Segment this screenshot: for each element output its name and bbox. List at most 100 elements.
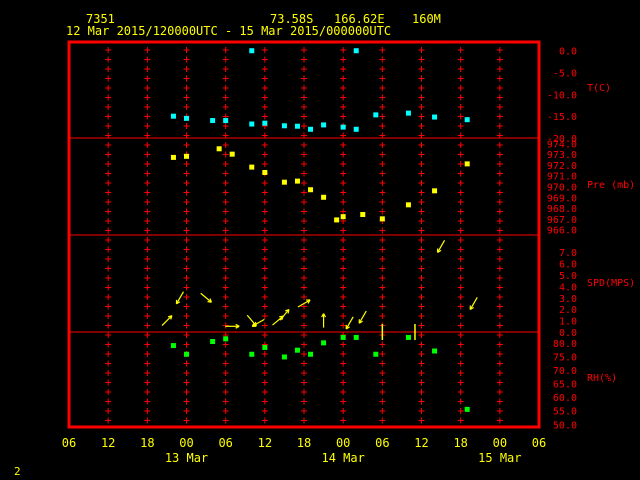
temperature-point bbox=[464, 117, 470, 123]
wind-arrow bbox=[246, 314, 257, 327]
y-tick-label: 55.0 bbox=[553, 407, 577, 418]
relative_humidity-point bbox=[432, 348, 438, 354]
y-tick-label: 971.0 bbox=[547, 172, 577, 183]
wind-arrow bbox=[469, 297, 478, 310]
station-lat: 73.58S bbox=[270, 12, 313, 26]
temperature-point bbox=[294, 123, 300, 129]
pressure-point bbox=[360, 212, 366, 218]
relative_humidity-point bbox=[262, 344, 268, 350]
pressure-point bbox=[432, 188, 438, 194]
y-tick-label: -20.0 bbox=[547, 134, 577, 145]
panel-label: T(C) bbox=[587, 83, 611, 94]
panel-label: Pre (mb) bbox=[587, 180, 635, 191]
wind-arrow-head bbox=[307, 299, 311, 304]
y-tick-label: 968.0 bbox=[547, 204, 577, 215]
wind-arrow bbox=[175, 291, 184, 305]
wind-arrow bbox=[345, 316, 354, 330]
y-tick-label: 70.0 bbox=[553, 366, 577, 377]
time-period: 12 Mar 2015/120000UTC - 15 Mar 2015/0000… bbox=[66, 24, 391, 38]
panel-label: RH(%) bbox=[587, 373, 617, 384]
y-tick-label: 75.0 bbox=[553, 352, 577, 363]
y-tick-label: 3.0 bbox=[559, 294, 577, 305]
station-id: 7351 bbox=[86, 12, 115, 26]
pressure-point bbox=[229, 151, 235, 157]
relative_humidity-point bbox=[170, 343, 176, 349]
wind-arrow-head bbox=[287, 309, 290, 314]
x-date-label: 13 Mar bbox=[165, 451, 208, 465]
x-tick-label: 06 bbox=[532, 436, 546, 450]
temperature-point bbox=[249, 121, 255, 127]
y-tick-label: 5.0 bbox=[559, 271, 577, 282]
y-tick-label: 966.0 bbox=[547, 226, 577, 237]
relative_humidity-point bbox=[373, 351, 379, 357]
pressure-point bbox=[170, 154, 176, 160]
pressure-point bbox=[184, 153, 189, 159]
temperature-point bbox=[170, 113, 176, 119]
temperature-point bbox=[184, 115, 189, 121]
relative_humidity-point bbox=[223, 336, 229, 342]
wind-arrow-head bbox=[170, 315, 173, 320]
y-tick-label: 65.0 bbox=[553, 380, 577, 391]
pressure-point bbox=[379, 216, 385, 222]
y-tick-label: -5.0 bbox=[553, 69, 577, 80]
pressure-point bbox=[340, 214, 346, 220]
wind-arrow bbox=[161, 315, 173, 326]
y-tick-label: 6.0 bbox=[559, 260, 577, 271]
relative_humidity-point bbox=[405, 334, 411, 340]
plot-frame bbox=[67, 40, 541, 429]
temperature-point bbox=[223, 118, 229, 124]
pressure-point bbox=[249, 164, 255, 170]
y-tick-label: 970.0 bbox=[547, 183, 577, 194]
relative_humidity-point bbox=[184, 351, 189, 357]
x-tick-label: 06 bbox=[375, 436, 389, 450]
y-tick-label: 974.0 bbox=[547, 139, 577, 150]
pressure-point bbox=[464, 161, 470, 167]
temperature-point bbox=[308, 126, 314, 132]
relative_humidity-point bbox=[281, 354, 287, 360]
x-tick-label: 12 bbox=[101, 436, 115, 450]
x-axis-labels: 06 12 18 00 06 12 18 00 06 12 18 00 06 13 Mar 14 Mar 15… bbox=[62, 436, 546, 465]
wind-arrow-head bbox=[207, 300, 212, 303]
y-tick-label: 972.0 bbox=[547, 161, 577, 172]
y-tick-label: -10.0 bbox=[547, 90, 577, 101]
wind-arrow bbox=[200, 292, 212, 303]
temperature-point bbox=[432, 114, 438, 120]
pressure-point bbox=[281, 179, 287, 185]
relative_humidity-point bbox=[340, 334, 346, 340]
wind-arrow bbox=[251, 318, 265, 327]
panel-label: SPD(MPS) bbox=[587, 278, 635, 289]
x-date-label: 14 Mar bbox=[321, 451, 364, 465]
station-elevation: 160M bbox=[412, 12, 441, 26]
x-tick-label: 06 bbox=[62, 436, 76, 450]
y-tick-label: 969.0 bbox=[547, 193, 577, 204]
temperature-point bbox=[262, 120, 268, 126]
temperature-point bbox=[249, 48, 255, 54]
pressure-point bbox=[405, 202, 411, 208]
y-axis-labels: 0.0 -5.0 -10.0 -15.0 -20.0 T(C) 974.0973.0972.… bbox=[547, 47, 635, 432]
wind-arrow-head bbox=[251, 322, 255, 327]
relative_humidity-point bbox=[294, 347, 300, 353]
wind-arrow bbox=[358, 310, 367, 324]
relative_humidity-point bbox=[249, 351, 255, 357]
relative_humidity-point bbox=[210, 339, 216, 344]
x-tick-label: 18 bbox=[453, 436, 467, 450]
x-tick-label: 18 bbox=[297, 436, 311, 450]
vertical-tick-marks bbox=[105, 47, 503, 424]
pressure-point bbox=[308, 187, 314, 193]
pressure-point bbox=[321, 194, 327, 200]
pressure-point bbox=[262, 169, 268, 175]
temperature-point bbox=[353, 48, 359, 54]
relative_humidity-point bbox=[353, 334, 359, 340]
relative_humidity-point bbox=[308, 351, 314, 357]
temperature-point bbox=[321, 122, 327, 128]
wind-arrow bbox=[437, 240, 446, 253]
y-tick-label: 973.0 bbox=[547, 150, 577, 161]
y-tick-label: 60.0 bbox=[553, 393, 577, 404]
relative_humidity-point bbox=[321, 340, 327, 346]
x-tick-label: 12 bbox=[258, 436, 272, 450]
panel-separators bbox=[69, 137, 539, 333]
wind-arrow bbox=[279, 309, 290, 321]
temperature-point bbox=[373, 112, 379, 118]
